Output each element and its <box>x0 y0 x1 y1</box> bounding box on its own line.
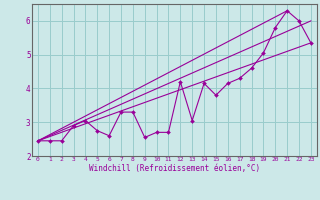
X-axis label: Windchill (Refroidissement éolien,°C): Windchill (Refroidissement éolien,°C) <box>89 164 260 173</box>
